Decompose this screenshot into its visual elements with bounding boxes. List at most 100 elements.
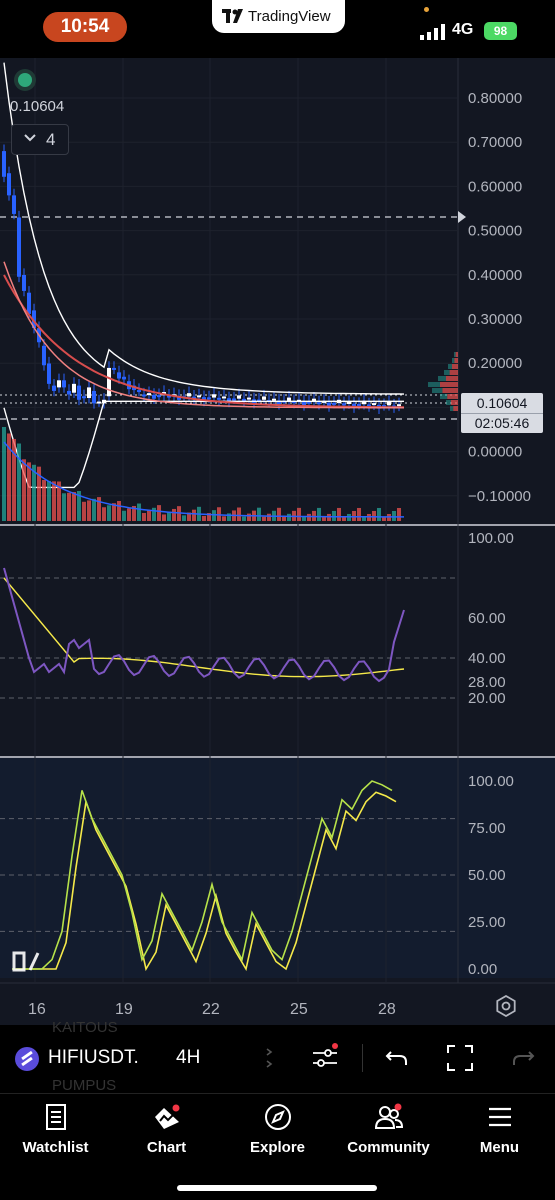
watchlist-icon xyxy=(45,1104,66,1130)
tab-menu[interactable]: Menu xyxy=(444,1102,555,1156)
candle-body xyxy=(2,151,6,177)
volume-bar xyxy=(317,507,321,521)
volume-bar xyxy=(397,507,401,521)
candle-body xyxy=(292,401,296,404)
current-price: 0.10604 xyxy=(476,395,528,411)
candle-body xyxy=(57,380,61,388)
volume-bar xyxy=(87,500,91,521)
tab-chart[interactable]: Chart xyxy=(111,1102,222,1156)
candle-body xyxy=(247,397,251,400)
volume-bar xyxy=(7,433,11,521)
status-bar: 10:54 TradingView 4G 98 xyxy=(0,0,555,58)
volume-profile-bar xyxy=(452,358,455,363)
candle-body xyxy=(262,396,266,400)
fullscreen-icon[interactable] xyxy=(445,1043,475,1073)
volume-ma-line xyxy=(3,441,404,518)
redo-icon[interactable] xyxy=(508,1043,538,1073)
candle-body xyxy=(212,394,216,398)
toolbar-divider xyxy=(362,1044,363,1072)
chart-toolbar: KAITOUS PUMPUS HIFIUSDT. 4H xyxy=(0,1019,555,1094)
volume-bar xyxy=(297,507,301,521)
candle-body xyxy=(22,275,26,291)
stoch-scale-label: 75.00 xyxy=(468,820,506,837)
chart-area[interactable]: 0.80000 0.70000 0.60000 0.50000 0.40000 0.300… xyxy=(0,58,555,1025)
volume-profile-bar xyxy=(453,406,458,411)
stoch-k-line xyxy=(12,780,393,970)
price-scale-label: −0.10000 xyxy=(468,488,531,505)
volume-bar xyxy=(152,507,156,521)
volume-bar xyxy=(307,513,311,521)
chart-status-icon[interactable] xyxy=(18,73,32,87)
network-type: 4G xyxy=(452,21,474,38)
app-name: TradingView xyxy=(248,8,331,25)
ghost-symbol-1: KAITOUS xyxy=(52,1019,118,1036)
volume-bar xyxy=(27,462,31,521)
tab-explore[interactable]: Explore xyxy=(222,1102,333,1156)
volume-bar xyxy=(267,513,271,521)
volume-profile-bar xyxy=(440,382,458,387)
volume-bar xyxy=(167,511,171,521)
candle-body xyxy=(67,390,71,395)
volume-bar xyxy=(277,507,281,521)
bottom-tab-bar: Watchlist Chart Explore Community Menu xyxy=(0,1093,555,1200)
candle-body xyxy=(227,398,231,402)
app-name-pill: TradingView xyxy=(212,0,345,33)
volume-bar xyxy=(2,427,6,521)
indicator-collapse-button[interactable]: 4 xyxy=(11,124,69,155)
candle-body xyxy=(187,393,191,397)
undo-icon[interactable] xyxy=(382,1043,412,1073)
volume-bar xyxy=(352,510,356,521)
candle-body xyxy=(397,404,401,407)
volume-profile-bar xyxy=(440,394,448,399)
volume-bar xyxy=(132,505,136,521)
volume-bar xyxy=(172,508,176,521)
rsi-line xyxy=(3,567,405,683)
candle-body xyxy=(207,397,211,400)
status-time: 10:54 xyxy=(43,12,127,42)
volume-profile-bar xyxy=(447,394,458,399)
volume-profile-bar xyxy=(448,364,452,369)
community-icon xyxy=(374,1103,403,1129)
rsi-scale-label: 60.00 xyxy=(468,610,506,627)
tab-label: Menu xyxy=(479,1139,520,1156)
rsi-scale-label: 28.00 xyxy=(468,674,506,691)
candle-body xyxy=(97,401,101,404)
drag-handle-icon[interactable] xyxy=(262,1043,276,1073)
candle-body xyxy=(357,403,361,406)
volume-bar xyxy=(37,466,41,521)
tab-label: Chart xyxy=(146,1139,187,1156)
price-scale-label: 0.50000 xyxy=(468,223,522,240)
candle-body xyxy=(387,401,391,406)
candle-body xyxy=(152,394,156,399)
candle-body xyxy=(342,403,346,406)
volume-bar xyxy=(192,509,196,521)
volume-bar xyxy=(117,501,121,521)
interval-selector[interactable]: 4H xyxy=(176,1047,201,1068)
volume-profile-bar xyxy=(454,358,458,363)
volume-bar xyxy=(97,497,101,521)
candle-body xyxy=(167,395,171,398)
volume-profile-bar xyxy=(452,364,458,369)
volume-bar xyxy=(107,505,111,521)
candle-body xyxy=(347,401,351,404)
volume-bar xyxy=(217,507,221,521)
tab-community[interactable]: Community xyxy=(333,1102,444,1156)
candle-body xyxy=(307,401,311,404)
settings-gear-icon[interactable] xyxy=(495,995,517,1017)
symbol-selector[interactable]: HIFIUSDT. xyxy=(48,1047,139,1068)
volume-bar xyxy=(342,516,346,521)
volume-bar xyxy=(382,516,386,521)
volume-bar xyxy=(32,464,36,521)
candle-body xyxy=(27,292,31,314)
candle-body xyxy=(112,367,116,370)
tab-watchlist[interactable]: Watchlist xyxy=(0,1102,111,1156)
candle-body xyxy=(277,400,281,405)
candle-body xyxy=(362,400,366,405)
volume-bar xyxy=(302,516,306,521)
candle-body xyxy=(62,380,66,388)
indicators-icon[interactable] xyxy=(310,1043,340,1073)
stoch-d-line xyxy=(16,791,397,972)
candle-body xyxy=(312,398,316,402)
candle-body xyxy=(77,385,81,400)
chart-canvas[interactable]: 0.80000 0.70000 0.60000 0.50000 0.40000 0.300… xyxy=(0,58,555,1025)
